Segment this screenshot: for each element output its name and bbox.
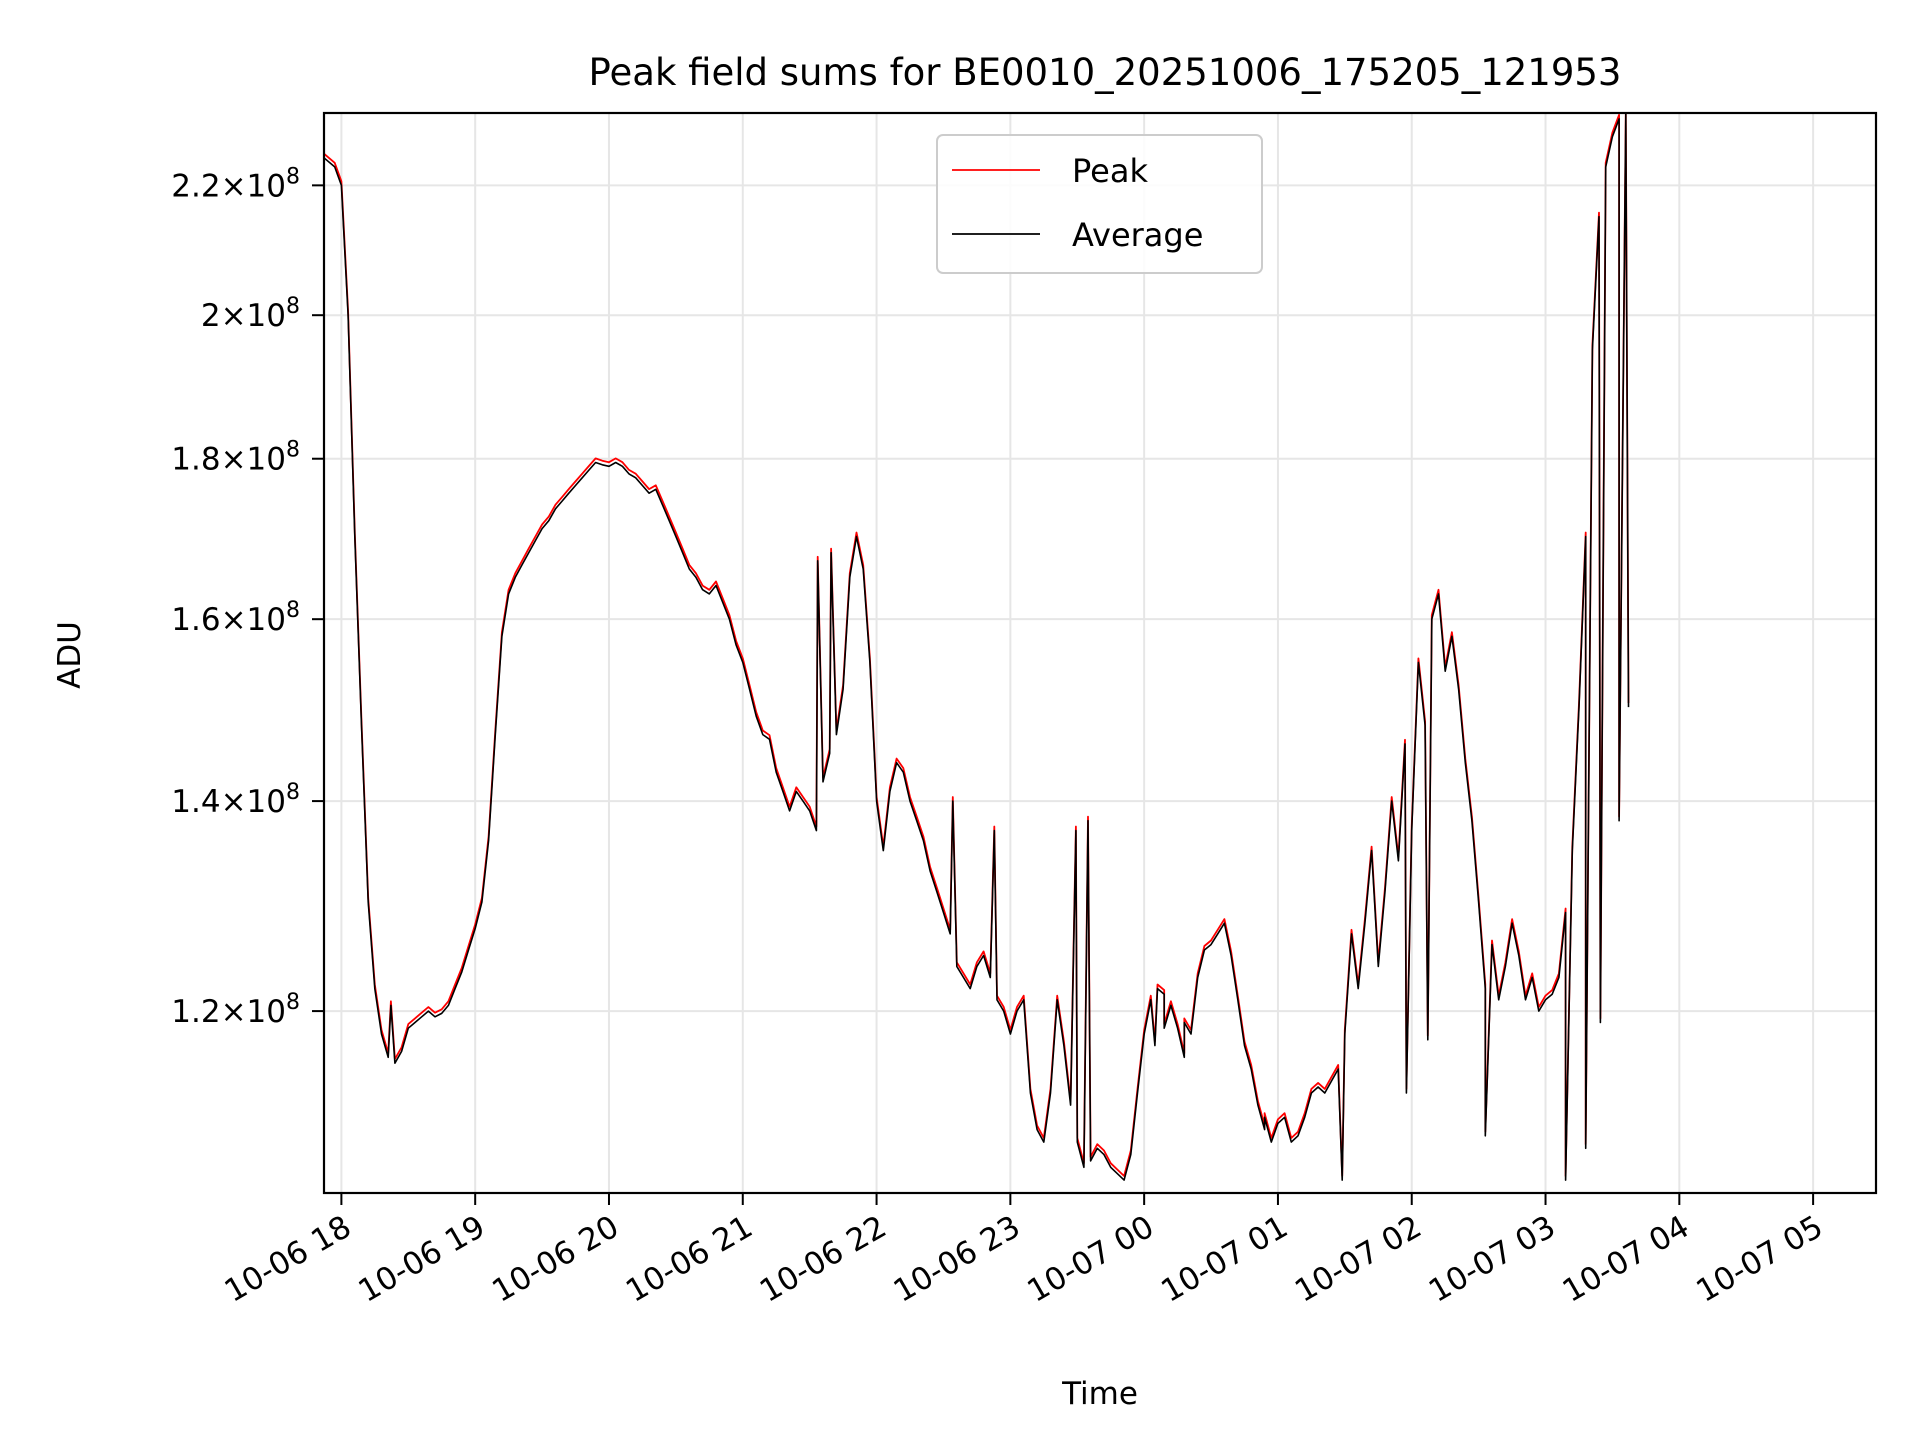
legend-label-peak: Peak [1072, 152, 1148, 190]
x-tick-label: 10-06 23 [888, 1209, 1027, 1310]
y-tick-mantissa: 2 [201, 298, 221, 334]
series-line-average [324, 113, 1630, 1181]
y-tick-label: 1.2×108 [171, 990, 300, 1030]
y-tick-exponent: 8 [286, 990, 300, 1015]
y-tick-label: 1.6×108 [171, 598, 300, 638]
y-tick-label: 2×108 [201, 294, 300, 334]
x-tick-label: 10-07 01 [1155, 1209, 1294, 1310]
y-tick-mantissa: 2.2 [171, 168, 220, 204]
x-axis-label: Time [1061, 1376, 1138, 1412]
series-lines [324, 113, 1630, 1181]
x-tick-label: 10-06 22 [754, 1209, 893, 1310]
x-tick-label: 10-07 03 [1423, 1209, 1562, 1310]
x-tick-label: 10-07 05 [1690, 1209, 1829, 1310]
y-tick-label: 1.4×108 [171, 780, 300, 820]
chart-title: Peak field sums for BE0010_20251006_1752… [589, 51, 1622, 94]
y-tick-mantissa: 1.8 [171, 442, 220, 478]
y-tick-label: 2.2×108 [171, 164, 300, 204]
x-tick-label: 10-07 00 [1021, 1209, 1160, 1310]
x-tick-label: 10-06 21 [620, 1209, 759, 1310]
y-tick-exponent: 8 [286, 164, 300, 189]
x-tick-label: 10-06 18 [219, 1209, 358, 1310]
y-tick-exponent: 8 [286, 780, 300, 805]
x-tick-label: 10-06 19 [352, 1209, 491, 1310]
y-tick-mantissa: 1.2 [171, 994, 220, 1030]
y-tick-exponent: 8 [286, 598, 300, 623]
legend-label-average: Average [1072, 216, 1203, 254]
y-tick-mantissa: 1.6 [171, 602, 220, 638]
y-axis: 1.2×108 1.4×108 1.6×108 1.8×108 2×108 2.2×108 [171, 164, 324, 1030]
x-tick-label: 10-07 04 [1557, 1209, 1696, 1310]
legend: Peak Average [936, 134, 1263, 274]
y-axis-label: ADU [52, 621, 88, 689]
grid-lines [324, 113, 1876, 1193]
y-tick-exponent: 8 [286, 438, 300, 463]
y-tick-label: 1.8×108 [171, 438, 300, 478]
x-tick-label: 10-07 02 [1289, 1209, 1428, 1310]
y-tick-mantissa: 1.4 [171, 784, 220, 820]
x-tick-label: 10-06 20 [486, 1209, 625, 1310]
plot-frame [322, 111, 1878, 1195]
y-tick-exponent: 8 [286, 294, 300, 319]
